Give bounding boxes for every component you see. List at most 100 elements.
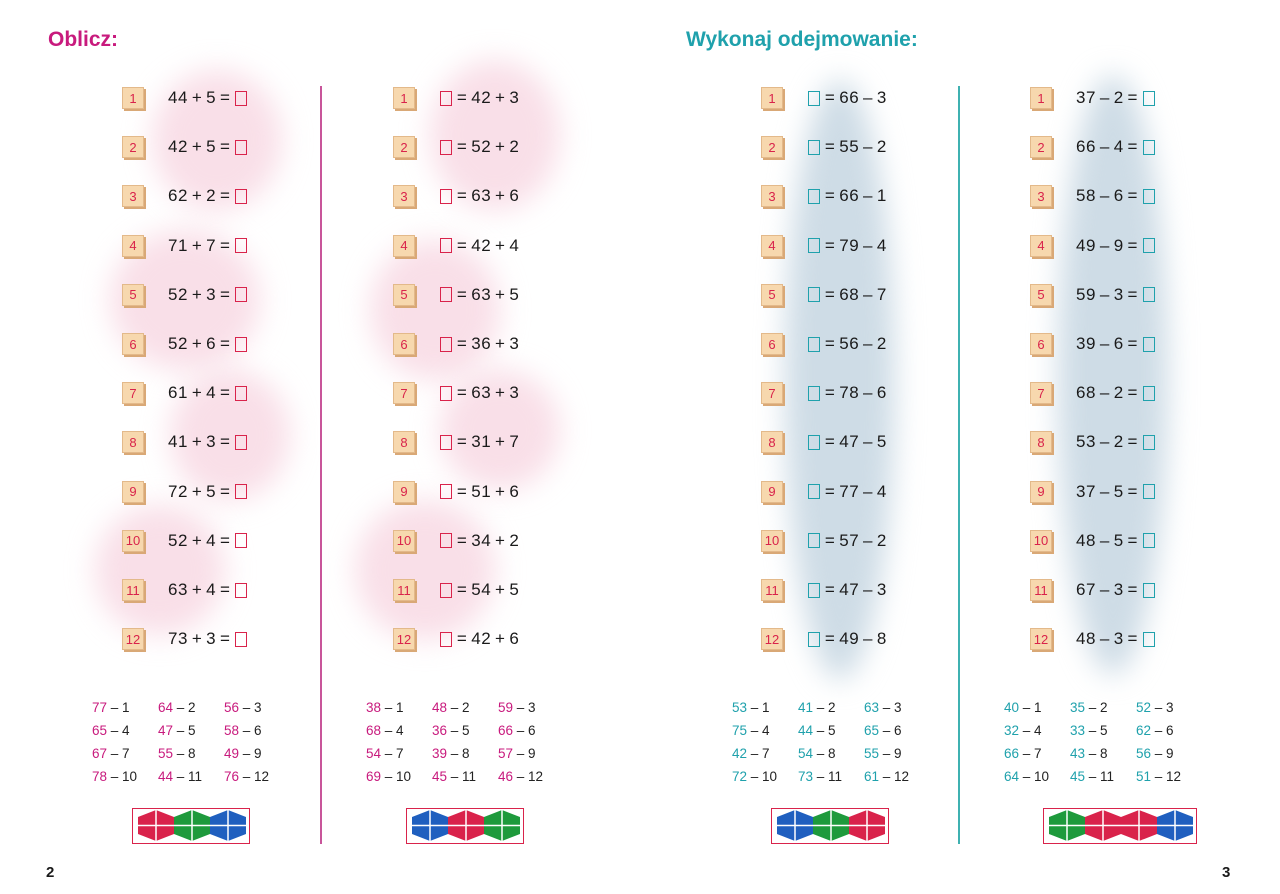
problem-row: 8 = 47 – 5 (761, 429, 887, 455)
answer-box[interactable] (440, 238, 452, 254)
answer-box[interactable] (808, 434, 820, 450)
equation: = 31 + 7 (439, 432, 519, 452)
problem-number: 7 (1030, 382, 1052, 405)
problem-row: 4 71 + 7 = (122, 233, 248, 259)
answer-box[interactable] (235, 385, 248, 401)
answer-box[interactable] (808, 139, 820, 155)
answer-box[interactable] (808, 188, 820, 204)
answer-box[interactable] (440, 582, 452, 598)
answer-box[interactable] (1142, 484, 1155, 500)
answer-box[interactable] (440, 484, 452, 500)
answer-box[interactable] (808, 484, 820, 500)
answer-box[interactable] (808, 90, 820, 106)
answer-box[interactable] (808, 631, 820, 647)
answer-box[interactable] (235, 434, 248, 450)
answer-index: – 6 (1151, 723, 1174, 738)
problem-number: 6 (393, 333, 415, 355)
answer-box[interactable] (808, 385, 820, 401)
operand: 52 (168, 334, 188, 353)
answer-box[interactable] (235, 631, 248, 647)
highlight-blob (95, 505, 225, 635)
problem-number: 11 (761, 579, 783, 601)
answer-value: 36 (432, 723, 448, 738)
answer-box[interactable] (808, 287, 820, 303)
answer-box[interactable] (440, 385, 452, 401)
equation: 39 – 6 = (1076, 334, 1156, 354)
answer-box[interactable] (440, 336, 452, 352)
answer-box[interactable] (235, 238, 248, 254)
answer-box[interactable] (235, 188, 248, 204)
answer-box[interactable] (1142, 90, 1155, 106)
operand: 4 (509, 235, 520, 255)
operand: 2 (509, 530, 520, 550)
equation: = 51 + 6 (439, 482, 519, 502)
operand: 77 (839, 481, 860, 501)
answer-index: – 12 (239, 769, 270, 784)
answer-box[interactable] (440, 90, 452, 106)
answer-value: 75 (732, 723, 748, 738)
answer-box[interactable] (1142, 238, 1155, 254)
problem-number: 4 (122, 234, 144, 257)
operand: 4 (206, 383, 217, 403)
equation: = 79 – 4 (807, 236, 887, 256)
answer-box[interactable] (1142, 139, 1155, 155)
answer-box[interactable] (1142, 188, 1155, 204)
answer-box[interactable] (1142, 631, 1155, 647)
operand: 78 (839, 383, 860, 403)
operator: + (491, 137, 510, 157)
answer-box[interactable] (235, 336, 248, 352)
answer-box[interactable] (235, 582, 248, 598)
answer-value: 73 (798, 769, 814, 784)
answer-index: – 10 (381, 769, 412, 784)
operator: – (859, 481, 877, 501)
answer-index: – 10 (107, 769, 138, 784)
answer-box[interactable] (1142, 533, 1155, 549)
answer-box[interactable] (235, 484, 248, 500)
problem-number: 9 (122, 480, 144, 503)
answer-box[interactable] (808, 582, 820, 598)
operator: + (491, 530, 510, 550)
answer-box[interactable] (1142, 336, 1155, 352)
answer-box[interactable] (440, 188, 452, 204)
answer-box[interactable] (1142, 385, 1155, 401)
answer-box[interactable] (440, 533, 452, 549)
answer-index: – 7 (107, 746, 130, 761)
operator: + (491, 235, 510, 255)
operand: 3 (876, 88, 887, 107)
operand: 44 (168, 88, 188, 107)
answer-box[interactable] (235, 533, 248, 549)
problem-row: 7 61 + 4 = (122, 380, 248, 406)
equals-sign: = (1123, 580, 1142, 599)
operand: 5 (206, 481, 217, 501)
problem-number: 2 (122, 136, 144, 159)
problem-row: 12 = 42 + 6 (393, 626, 519, 652)
problem-number: 12 (761, 628, 783, 651)
answer-index: – 5 (173, 723, 196, 738)
highlight-blob (170, 370, 290, 500)
problem-row: 6 = 36 + 3 (393, 331, 519, 357)
answer-box[interactable] (235, 287, 248, 303)
operator: – (1095, 284, 1114, 304)
answer-box[interactable] (808, 336, 820, 352)
answer-box[interactable] (440, 139, 452, 155)
answer-key-item: 55 – 9 (864, 742, 930, 765)
answer-index: – 5 (1085, 723, 1108, 738)
answer-box[interactable] (1142, 582, 1155, 598)
answer-box[interactable] (440, 631, 452, 647)
operand: 6 (206, 334, 217, 353)
answer-box[interactable] (440, 434, 452, 450)
answer-box[interactable] (1142, 287, 1155, 303)
answer-index: – 4 (381, 723, 404, 738)
answer-key-item: 42 – 7 (732, 742, 798, 765)
problem-row: 5 = 63 + 5 (393, 282, 519, 308)
pattern-strip (406, 808, 524, 844)
answer-box[interactable] (808, 533, 820, 549)
answer-box[interactable] (235, 139, 248, 155)
answer-box[interactable] (235, 90, 248, 106)
answer-box[interactable] (440, 287, 452, 303)
answer-key-item: 72 – 10 (732, 765, 798, 788)
operand: 2 (876, 334, 887, 353)
equals-sign: = (216, 629, 235, 649)
answer-box[interactable] (808, 238, 820, 254)
answer-box[interactable] (1142, 434, 1155, 450)
